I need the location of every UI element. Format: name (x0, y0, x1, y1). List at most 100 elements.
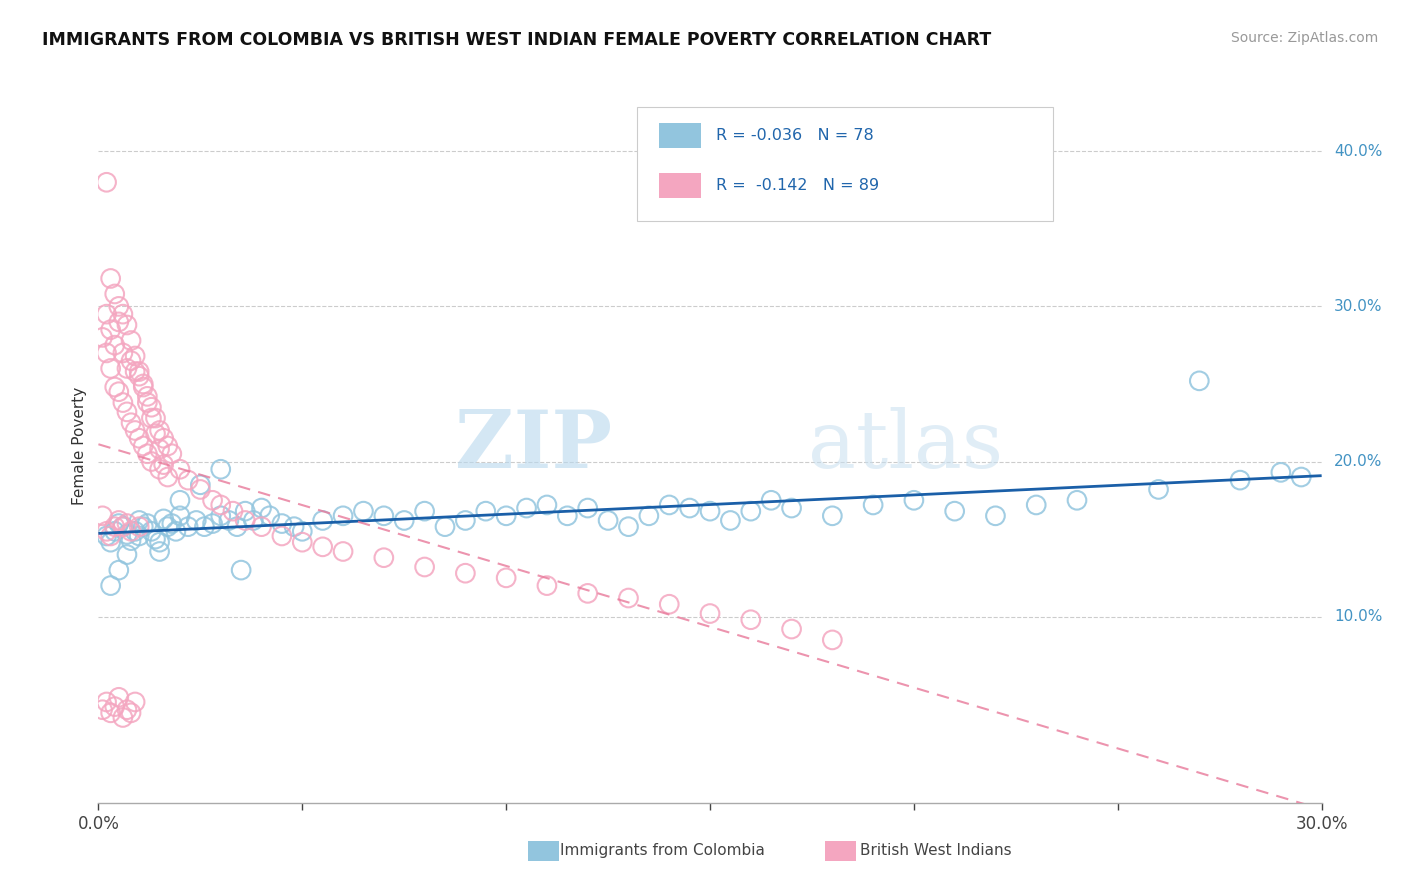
Text: 30.0%: 30.0% (1334, 299, 1382, 314)
Point (120, 524, 142, 539)
Point (169, 462, 191, 476)
Point (231, 563, 253, 577)
Point (740, 613, 762, 627)
Point (124, 349, 146, 363)
Point (201, 516, 224, 531)
Point (136, 516, 159, 531)
Point (145, 532, 167, 546)
Point (128, 513, 150, 527)
Point (821, 632, 844, 647)
Point (984, 508, 1007, 523)
Point (96, 524, 118, 539)
FancyBboxPatch shape (637, 107, 1053, 221)
Point (120, 533, 142, 548)
Point (100, 529, 122, 543)
Point (96, 175, 118, 189)
Point (413, 560, 436, 574)
Point (111, 307, 134, 321)
Point (136, 395, 159, 409)
Point (149, 462, 172, 476)
Text: 10.0%: 10.0% (1334, 609, 1382, 624)
Point (104, 287, 127, 301)
Point (332, 508, 354, 523)
Point (193, 519, 215, 533)
Text: 40.0%: 40.0% (1334, 144, 1382, 159)
Point (104, 519, 127, 533)
Point (108, 299, 131, 313)
Point (100, 271, 122, 285)
Point (96, 695, 118, 709)
Point (454, 566, 477, 581)
Point (149, 424, 172, 438)
Point (516, 501, 538, 516)
Point (149, 442, 172, 456)
Point (156, 519, 179, 533)
Point (152, 431, 174, 445)
Text: R =  -0.142   N = 89: R = -0.142 N = 89 (716, 178, 879, 193)
Point (152, 512, 174, 526)
Point (177, 519, 200, 533)
Point (761, 493, 783, 508)
Point (115, 703, 138, 717)
Point (250, 501, 273, 516)
Point (291, 535, 314, 549)
Point (128, 431, 150, 445)
Text: IMMIGRANTS FROM COLOMBIA VS BRITISH WEST INDIAN FEMALE POVERTY CORRELATION CHART: IMMIGRANTS FROM COLOMBIA VS BRITISH WEST… (42, 31, 991, 49)
Point (141, 524, 163, 539)
Point (218, 513, 240, 527)
Point (136, 447, 159, 461)
Point (160, 447, 183, 461)
Point (108, 690, 131, 705)
Text: ZIP: ZIP (456, 407, 612, 485)
Point (115, 405, 138, 419)
Point (124, 524, 146, 539)
Point (136, 389, 159, 403)
Point (1066, 493, 1088, 508)
Point (658, 597, 681, 611)
Point (96, 307, 118, 321)
Point (495, 508, 517, 523)
Point (160, 516, 183, 531)
Point (120, 416, 142, 430)
Point (332, 544, 354, 558)
Point (145, 411, 167, 425)
Point (132, 519, 155, 533)
Point (104, 338, 127, 352)
Point (132, 376, 155, 391)
Point (100, 706, 122, 720)
Point (115, 548, 138, 562)
Point (555, 508, 579, 523)
Point (141, 454, 163, 468)
Point (169, 493, 191, 508)
Point (91, 330, 114, 344)
Point (100, 535, 122, 549)
Point (536, 498, 558, 512)
Point (120, 334, 142, 348)
Point (242, 513, 264, 527)
Point (495, 571, 517, 585)
Point (141, 411, 163, 425)
Point (132, 439, 155, 453)
Point (943, 504, 966, 518)
Y-axis label: Female Poverty: Female Poverty (72, 387, 87, 505)
Point (233, 513, 256, 527)
Point (100, 361, 122, 376)
Point (617, 591, 640, 605)
Point (108, 513, 131, 527)
Point (373, 508, 395, 523)
Point (132, 380, 155, 394)
Point (699, 504, 721, 518)
Point (91, 703, 114, 717)
Point (186, 513, 208, 527)
Point (111, 346, 134, 360)
Point (413, 504, 436, 518)
Point (454, 513, 477, 527)
Point (617, 519, 640, 533)
Point (352, 504, 374, 518)
Text: British West Indians: British West Indians (860, 844, 1012, 858)
Point (1229, 473, 1251, 487)
Point (1291, 470, 1313, 484)
Point (209, 498, 232, 512)
Point (1025, 498, 1047, 512)
Text: atlas: atlas (808, 407, 1002, 485)
